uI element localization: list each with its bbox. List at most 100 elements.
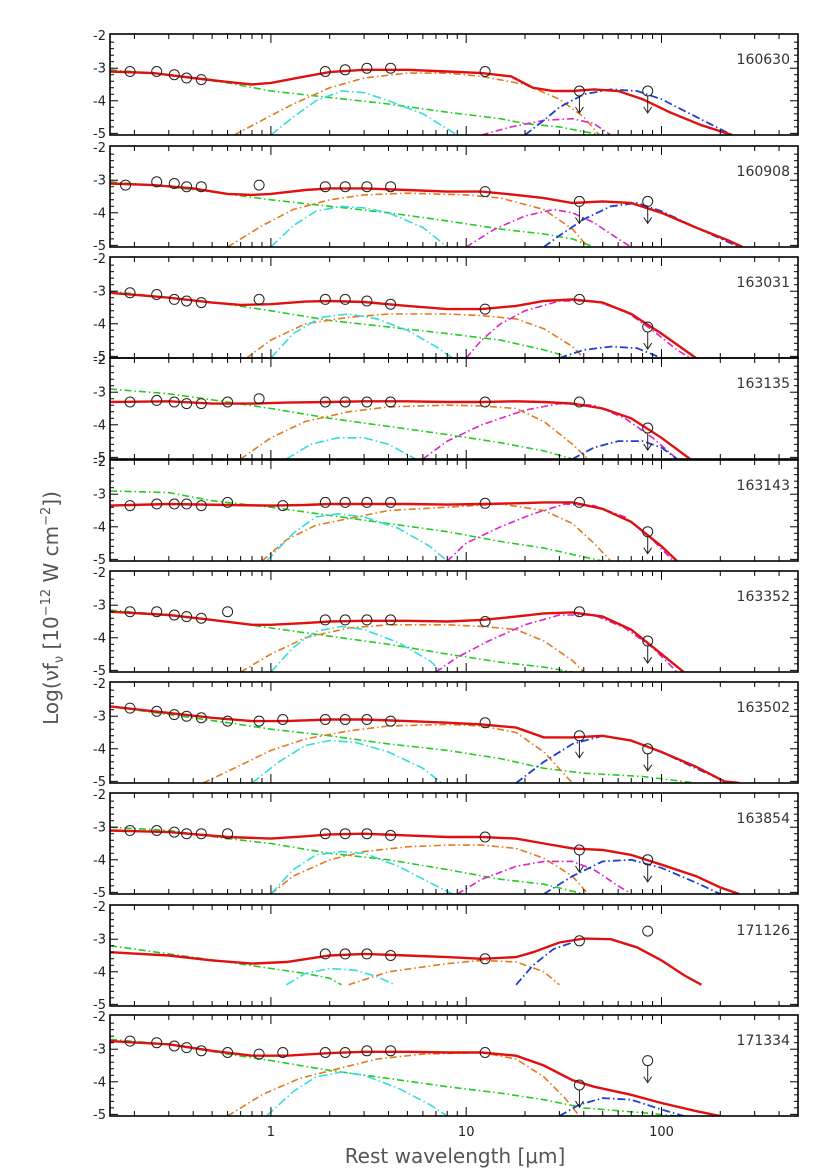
y-tick-label: -3 <box>93 174 106 189</box>
y-tick-label: -4 <box>93 742 106 757</box>
panel-frame <box>109 357 799 460</box>
panel-curves <box>110 181 744 247</box>
upper-limit-arrow-head <box>643 875 653 883</box>
hot-dust-curve <box>234 72 600 135</box>
panel-curves <box>110 290 697 358</box>
photometry-point <box>361 948 373 960</box>
panel-frame <box>109 792 799 895</box>
photometry-point <box>277 714 289 725</box>
panel-curves <box>110 68 733 135</box>
photometry-point <box>181 611 193 623</box>
panel-curves <box>110 609 685 672</box>
panel-id-label: 163143 <box>737 478 790 494</box>
panel-160908: -2 -3 -4 -5 160908 <box>93 141 799 254</box>
y-tick-label: -5 <box>93 239 106 254</box>
y-axis-title-part: [10 <box>39 616 63 656</box>
cold-dust-curve <box>422 402 678 459</box>
panel-frame <box>109 570 799 673</box>
y-tick-label: -5 <box>93 664 106 679</box>
y-tick-label: -2 <box>93 252 106 267</box>
photometry-point <box>385 496 397 508</box>
total-model-curve <box>110 291 697 358</box>
x-tick-label: 10 <box>458 1125 475 1140</box>
photometry-point <box>361 62 373 74</box>
panel-curves <box>110 826 740 894</box>
y-tick-label: -2 <box>93 677 106 692</box>
photometry-point <box>253 293 265 305</box>
photometry-point <box>124 66 136 77</box>
photometry-point <box>124 396 136 408</box>
panel-frame <box>109 1014 799 1117</box>
photometry-point <box>181 295 193 307</box>
y-tick-label: -5 <box>93 886 106 901</box>
photometry-point <box>479 396 491 408</box>
x-axis: 1 10 100 <box>267 1125 674 1140</box>
y-tick-label: -2 <box>93 900 106 915</box>
photometry-point <box>339 828 351 840</box>
y-tick-label: -3 <box>93 710 106 725</box>
cool-dust-curve <box>559 345 662 358</box>
y-tick-label: -2 <box>93 566 106 581</box>
photometry-point <box>361 181 373 193</box>
panel-id-label: 163135 <box>737 376 790 392</box>
photometry-point <box>319 828 331 840</box>
upper-limit-point <box>642 422 654 434</box>
panel-id-label: 160908 <box>737 164 790 180</box>
upper-limit-point <box>573 844 585 856</box>
y-tick-label: -3 <box>93 1043 106 1058</box>
upper-limit-arrow-head <box>643 217 653 225</box>
hot-dust-curve <box>348 959 560 986</box>
y-tick-label: -3 <box>93 599 106 614</box>
photometry-point <box>195 500 207 512</box>
y-tick-label: -4 <box>93 94 106 109</box>
upper-limit-arrow-head <box>643 547 653 555</box>
y-tick-label: -2 <box>93 455 106 470</box>
photometry-point <box>339 948 351 960</box>
upper-limit-arrow-head <box>575 1100 584 1108</box>
photometry-point <box>195 297 207 309</box>
photometry-point <box>124 606 136 618</box>
stellar-curve <box>110 944 342 986</box>
photometry-point <box>339 1047 351 1058</box>
accretion-curve <box>270 850 453 894</box>
y-tick-label: -5 <box>93 1108 106 1123</box>
cool-dust-curve <box>558 1097 684 1116</box>
panel-163502: -2 -3 -4 -5 163502 <box>93 677 799 790</box>
photometry-point <box>573 293 585 305</box>
photometry-point <box>120 179 131 191</box>
panel-163143: -2 -3 -4 -5 163143 <box>93 455 799 568</box>
photometry-point <box>385 1045 397 1057</box>
photometry-point <box>385 950 397 961</box>
total-model-curve <box>110 400 691 459</box>
y-tick-label: -3 <box>93 933 106 948</box>
y-tick-label: -4 <box>93 1075 106 1090</box>
photometry-point <box>339 396 351 408</box>
y-tick-label: -4 <box>93 317 106 332</box>
panel-160630: -2 -3 -4 -5 160630 <box>93 29 799 142</box>
y-tick-label: -2 <box>93 1010 106 1025</box>
photometry-point <box>181 72 193 84</box>
y-tick-label: -4 <box>93 206 106 221</box>
y-axis-title-part: W cm <box>39 526 63 589</box>
y-axis-title-part: −12 <box>39 589 54 616</box>
photometry-point <box>151 66 163 77</box>
photometry-point <box>222 1047 234 1058</box>
total-model-curve <box>110 937 702 986</box>
photometry-point <box>181 1042 193 1054</box>
photometry-point <box>168 498 180 510</box>
y-tick-label: -5 <box>93 998 106 1013</box>
photometry-point <box>195 828 207 840</box>
panel-curves <box>110 388 691 459</box>
panel-163135: -2 -3 -4 -5 163135 <box>93 353 799 466</box>
photometry-point <box>479 303 491 315</box>
photometry-point <box>253 179 265 191</box>
y-tick-label: -4 <box>93 631 106 646</box>
panel-171126: -2 -3 -4 -5 171126 <box>93 900 799 1013</box>
cool-dust-curve <box>543 202 740 247</box>
photometry-point <box>361 1045 373 1057</box>
panel-163031: -2 -3 -4 -5 163031 <box>93 252 799 365</box>
photometry-point <box>573 396 585 408</box>
photometry-point <box>339 496 351 508</box>
panel-frame <box>109 459 799 562</box>
stellar-curve <box>110 826 584 894</box>
